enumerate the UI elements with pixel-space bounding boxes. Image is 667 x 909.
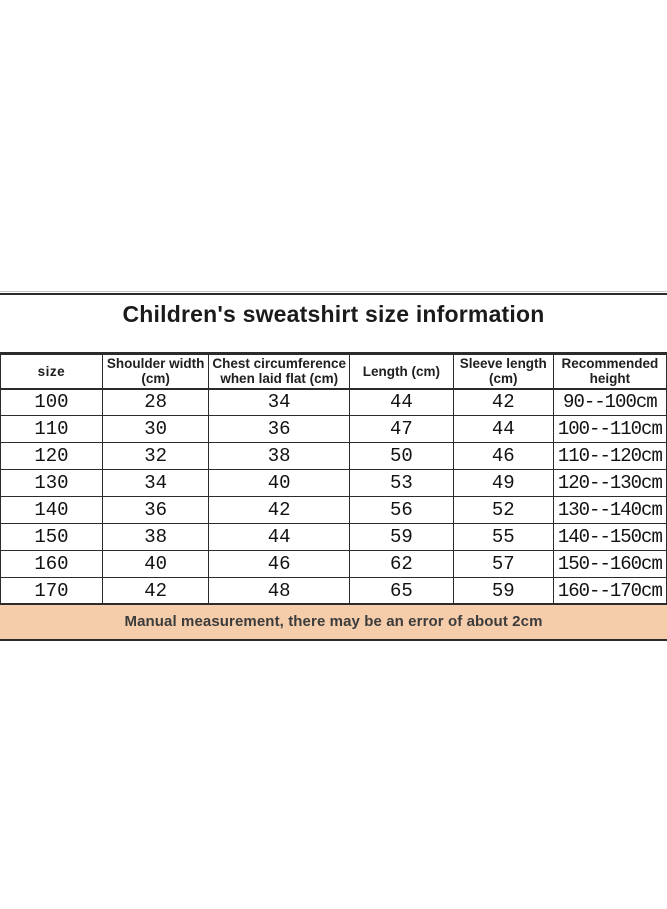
- cell-shoulder-width: 30: [101, 415, 210, 443]
- cell-chest-circumference: 42: [208, 496, 350, 524]
- cell-sleeve-length: 57: [452, 550, 554, 578]
- cell-length: 65: [348, 577, 454, 605]
- cell-chest-circumference: 48: [208, 577, 350, 605]
- header-length: Length (cm): [348, 352, 454, 390]
- cell-shoulder-width: 32: [101, 442, 210, 470]
- cell-sleeve-length: 52: [452, 496, 554, 524]
- cell-length: 56: [348, 496, 454, 524]
- table-row: 100 28 34 44 42 90--100cm: [0, 388, 667, 416]
- cell-chest-circumference: 40: [208, 469, 350, 497]
- cell-recommended-height: 110--120cm: [552, 442, 667, 470]
- cell-size: 120: [0, 442, 103, 470]
- cell-size: 170: [0, 577, 103, 605]
- cell-sleeve-length: 55: [452, 523, 554, 551]
- cell-recommended-height: 130--140cm: [552, 496, 667, 524]
- size-chart-title: Children's sweatshirt size information: [122, 301, 545, 327]
- table-row: 140 36 42 56 52 130--140cm: [0, 496, 667, 524]
- cell-recommended-height: 90--100cm: [552, 388, 667, 416]
- table-row: 160 40 46 62 57 150--160cm: [0, 550, 667, 578]
- cell-recommended-height: 100--110cm: [552, 415, 667, 443]
- cell-shoulder-width: 38: [101, 523, 210, 551]
- divider-line: [0, 291, 667, 295]
- cell-size: 160: [0, 550, 103, 578]
- measurement-note-text: Manual measurement, there may be an erro…: [124, 613, 543, 630]
- cell-chest-circumference: 44: [208, 523, 350, 551]
- cell-length: 53: [348, 469, 454, 497]
- table-row: 130 34 40 53 49 120--130cm: [0, 469, 667, 497]
- cell-shoulder-width: 36: [101, 496, 210, 524]
- cell-length: 44: [348, 388, 454, 416]
- header-chest-circumference: Chest circumference when laid flat (cm): [208, 352, 350, 390]
- cell-recommended-height: 160--170cm: [552, 577, 667, 605]
- cell-chest-circumference: 34: [208, 388, 350, 416]
- table-row: 110 30 36 47 44 100--110cm: [0, 415, 667, 443]
- table-row: 120 32 38 50 46 110--120cm: [0, 442, 667, 470]
- cell-sleeve-length: 59: [452, 577, 554, 605]
- cell-length: 47: [348, 415, 454, 443]
- cell-shoulder-width: 34: [101, 469, 210, 497]
- cell-shoulder-width: 28: [101, 388, 210, 416]
- cell-sleeve-length: 49: [452, 469, 554, 497]
- header-size: size: [0, 352, 103, 390]
- table-header-row: size Shoulder width (cm) Chest circumfer…: [0, 352, 667, 390]
- table-row: 150 38 44 59 55 140--150cm: [0, 523, 667, 551]
- cell-size: 130: [0, 469, 103, 497]
- header-recommended-height: Recommended height: [552, 352, 667, 390]
- cell-shoulder-width: 40: [101, 550, 210, 578]
- cell-sleeve-length: 44: [452, 415, 554, 443]
- cell-chest-circumference: 38: [208, 442, 350, 470]
- table-row: 170 42 48 65 59 160--170cm: [0, 577, 667, 605]
- header-sleeve-length: Sleeve length (cm): [452, 352, 554, 390]
- cell-size: 150: [0, 523, 103, 551]
- cell-sleeve-length: 42: [452, 388, 554, 416]
- cell-sleeve-length: 46: [452, 442, 554, 470]
- header-shoulder-width: Shoulder width (cm): [101, 352, 210, 390]
- cell-size: 110: [0, 415, 103, 443]
- cell-chest-circumference: 36: [208, 415, 350, 443]
- cell-length: 50: [348, 442, 454, 470]
- cell-length: 59: [348, 523, 454, 551]
- cell-recommended-height: 120--130cm: [552, 469, 667, 497]
- cell-chest-circumference: 46: [208, 550, 350, 578]
- cell-shoulder-width: 42: [101, 577, 210, 605]
- cell-recommended-height: 140--150cm: [552, 523, 667, 551]
- cell-size: 100: [0, 388, 103, 416]
- cell-size: 140: [0, 496, 103, 524]
- size-table: size Shoulder width (cm) Chest circumfer…: [0, 352, 667, 605]
- cell-length: 62: [348, 550, 454, 578]
- cell-recommended-height: 150--160cm: [552, 550, 667, 578]
- measurement-note-bar: Manual measurement, there may be an erro…: [0, 602, 667, 641]
